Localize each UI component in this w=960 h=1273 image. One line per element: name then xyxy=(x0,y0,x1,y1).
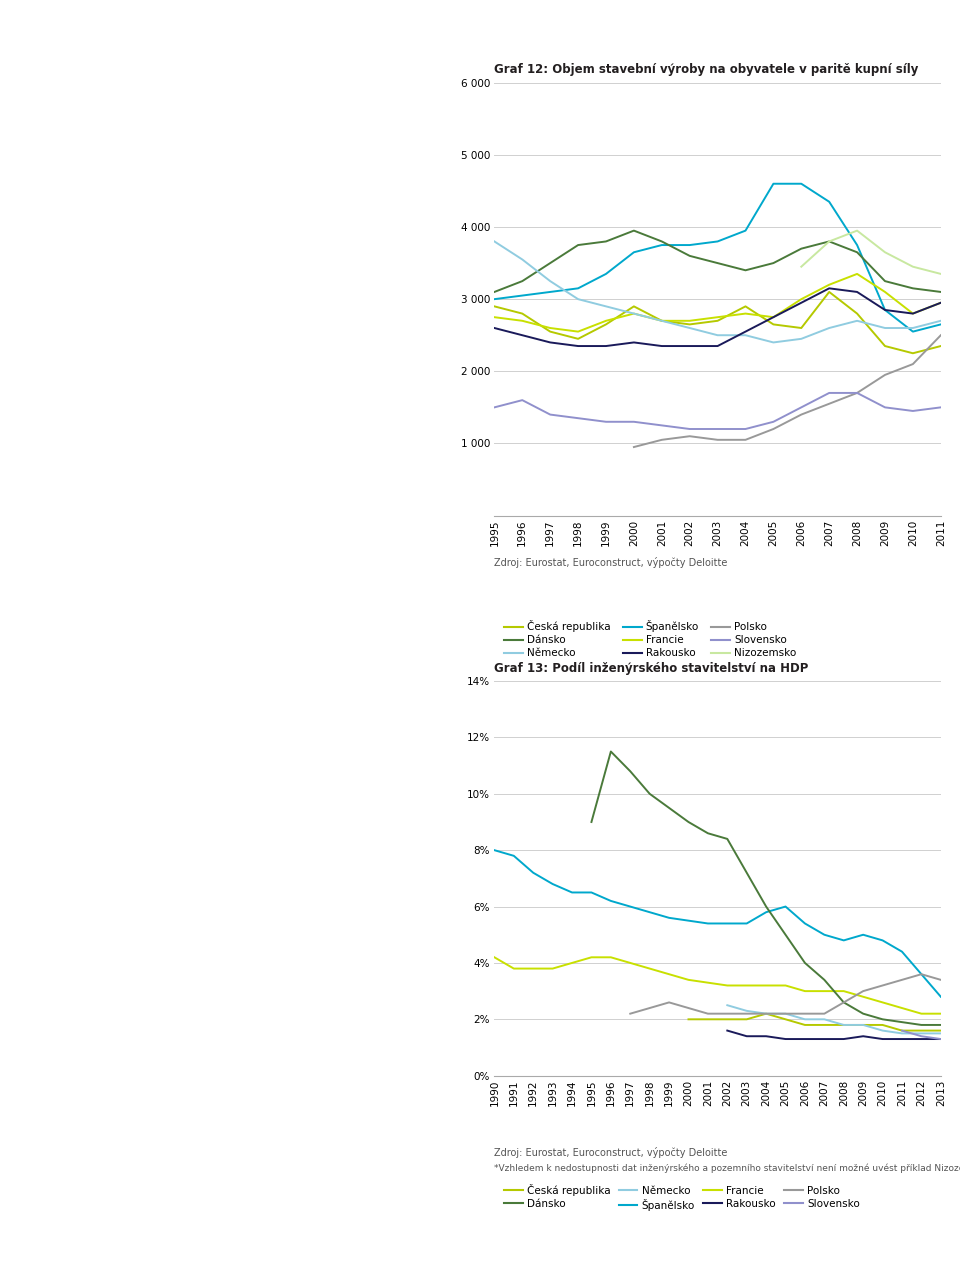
Legend: Česká republika, Dánsko, Německo, Španělsko, Francie, Rakousko, Polsko, Slovensk: Česká republika, Dánsko, Německo, Španěl… xyxy=(499,616,801,662)
Text: Zdroj: Eurostat, Euroconstruct, výpočty Deloitte: Zdroj: Eurostat, Euroconstruct, výpočty … xyxy=(494,558,728,569)
Text: Graf 13: Podíl inženýrského stavitelství na HDP: Graf 13: Podíl inženýrského stavitelství… xyxy=(494,662,808,675)
Text: Zdroj: Eurostat, Euroconstruct, výpočty Deloitte: Zdroj: Eurostat, Euroconstruct, výpočty … xyxy=(494,1147,728,1158)
Legend: Česká republika, Dánsko, Německo, Španělsko, Francie, Rakousko, Polsko, Slovensk: Česká republika, Dánsko, Německo, Španěl… xyxy=(499,1180,864,1214)
Text: Graf 12: Objem stavební výroby na obyvatele v paritě kupní síly: Graf 12: Objem stavební výroby na obyvat… xyxy=(494,64,919,76)
Text: *Vzhledem k nedostupnosti dat inženýrského a pozemního stavitelství není možné u: *Vzhledem k nedostupnosti dat inženýrské… xyxy=(494,1164,960,1174)
